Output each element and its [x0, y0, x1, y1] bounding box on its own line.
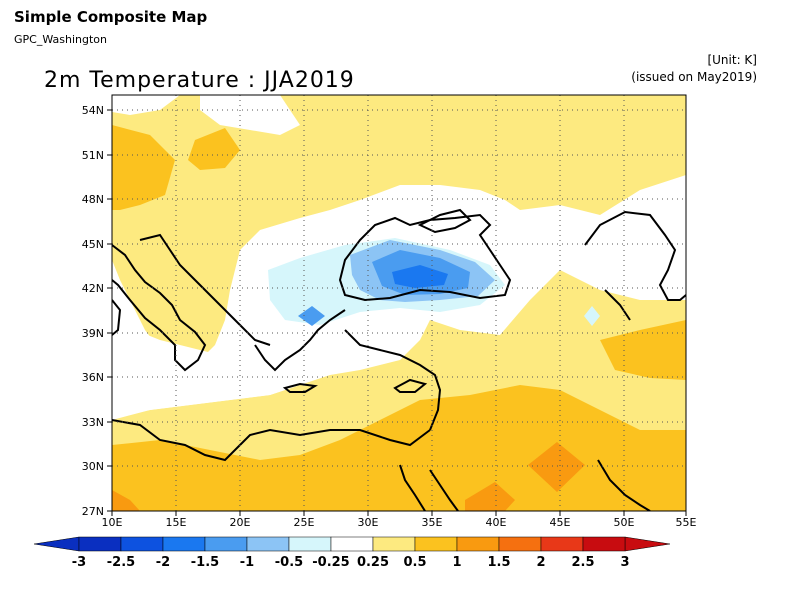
colorbar-swatch — [456, 536, 500, 552]
colorbar-swatch — [498, 536, 542, 552]
colorbar-swatch — [582, 536, 626, 552]
lat-label: 27N — [82, 505, 104, 518]
lon-label: 40E — [486, 516, 507, 529]
colorbar-swatch — [540, 536, 584, 552]
colorbar-labels: -3 -2.5 -2 -1.5 -1 -0.5 -0.25 0.25 0.5 1… — [72, 555, 630, 570]
colorbar-swatch — [162, 536, 206, 552]
warm-patch-south — [112, 385, 686, 511]
italy-coast — [112, 244, 207, 372]
neutral-region-med — [112, 330, 300, 415]
cool-spot-caspian — [584, 306, 600, 326]
colorbar-label: 1 — [452, 555, 461, 570]
colorbar-swatch — [246, 536, 290, 552]
sardinia-coast — [112, 299, 122, 336]
red-sea-coast-2 — [429, 469, 459, 511]
colorbar-swatch — [414, 536, 458, 552]
colorbar-swatch — [120, 536, 164, 552]
lon-label: 15E — [166, 516, 187, 529]
neutral-patch-sea — [112, 95, 180, 115]
lon-label: 50E — [614, 516, 635, 529]
colorbar — [33, 536, 671, 552]
black-sea-coast — [338, 213, 512, 302]
lat-ticks — [107, 109, 112, 512]
lat-label: 39N — [82, 327, 104, 340]
north-africa-coast — [112, 419, 431, 462]
colorbar-label: -1.5 — [191, 555, 219, 570]
warm-patch-east — [600, 320, 686, 380]
lat-label: 48N — [82, 193, 104, 206]
lon-label: 20E — [230, 516, 251, 529]
colorbar-label: -1 — [240, 555, 254, 570]
lat-label: 51N — [82, 149, 104, 162]
lon-label: 45E — [550, 516, 571, 529]
crimea-coast — [417, 208, 472, 234]
warm-patch-arabia-1 — [528, 442, 585, 492]
neutral-patch-north — [200, 95, 300, 135]
lat-label: 54N — [82, 104, 104, 117]
warm-patch-n — [188, 128, 240, 170]
crete-coast — [282, 382, 318, 393]
colorbar-label: -0.5 — [275, 555, 303, 570]
colorbar-label: 0.25 — [357, 555, 389, 570]
colorbar-low-arrow — [33, 536, 80, 552]
red-sea-coast — [399, 464, 426, 511]
unit-label: [Unit: K] — [707, 53, 757, 67]
lat-label: 45N — [82, 238, 104, 251]
map-frame — [111, 94, 687, 512]
source-label: GPC_Washington — [14, 33, 107, 46]
map-title: 2m Temperature : JJA2019 — [44, 68, 355, 93]
colorbar-label: -2 — [156, 555, 170, 570]
lat-label: 33N — [82, 416, 104, 429]
colorbar-label: 0.5 — [403, 555, 426, 570]
colorbar-label: 3 — [620, 555, 629, 570]
lon-label: 30E — [358, 516, 379, 529]
colorbar-label: 2.5 — [571, 555, 594, 570]
colorbar-swatch — [330, 536, 374, 552]
levant-coast — [344, 329, 442, 431]
cyprus-coast — [393, 378, 428, 393]
colorbar-high-arrow — [624, 536, 671, 552]
lon-label: 35E — [422, 516, 443, 529]
product-title: Simple Composite Map — [14, 8, 208, 26]
grid — [112, 95, 686, 511]
colorbar-swatch — [372, 536, 416, 552]
cool-region-core — [392, 265, 448, 288]
lon-labels: 10E 15E 20E 25E 30E 35E 40E 45E 50E 55E — [102, 516, 697, 529]
gulf-coast — [597, 459, 651, 511]
colorbar-swatch — [288, 536, 332, 552]
lat-label: 42N — [82, 282, 104, 295]
caspian-south — [604, 289, 631, 321]
caspian-coast — [584, 210, 686, 301]
colorbar-label: -2.5 — [107, 555, 135, 570]
greece-coast — [254, 309, 346, 372]
lat-label: 30N — [82, 460, 104, 473]
colorbar-label: 1.5 — [487, 555, 510, 570]
warm-region-north — [112, 95, 686, 365]
warm-patch-nw — [112, 125, 175, 210]
lat-label: 36N — [82, 371, 104, 384]
colorbar-label: -0.25 — [312, 555, 349, 570]
cool-spot-aegean — [298, 306, 325, 326]
colorbar-swatch — [78, 536, 122, 552]
colorbar-label: -3 — [72, 555, 86, 570]
lon-label: 10E — [102, 516, 123, 529]
lon-label: 55E — [676, 516, 697, 529]
colorbar-label: 2 — [536, 555, 545, 570]
warm-patch-sw — [112, 490, 140, 511]
lon-ticks — [111, 511, 687, 516]
colorbar-swatch — [204, 536, 248, 552]
anomaly-field — [112, 95, 686, 511]
lat-labels: 54N 51N 48N 45N 42N 39N 36N 33N 30N 27N — [82, 104, 104, 518]
lon-label: 25E — [294, 516, 315, 529]
warm-patch-arabia-2 — [465, 482, 515, 511]
issued-label: (issued on May2019) — [631, 70, 757, 84]
